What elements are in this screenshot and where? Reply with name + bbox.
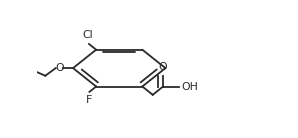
Text: O: O xyxy=(55,63,63,73)
Text: OH: OH xyxy=(181,82,198,91)
Text: O: O xyxy=(159,62,167,72)
Text: Cl: Cl xyxy=(83,30,93,40)
Text: F: F xyxy=(86,95,93,105)
